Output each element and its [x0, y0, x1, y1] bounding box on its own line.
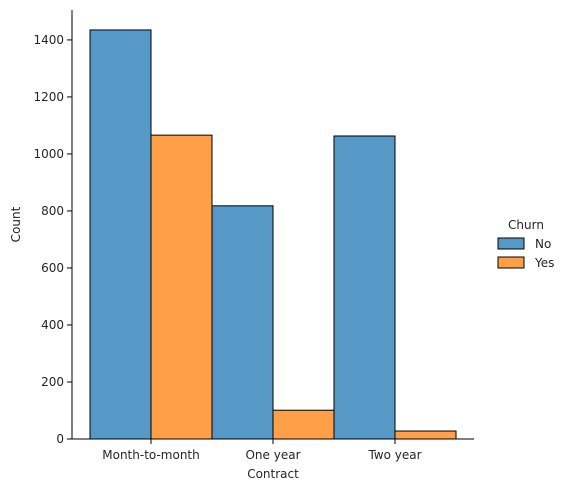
y-ticks: 0 200 400 600 800 1000 1200 1400: [33, 33, 72, 446]
x-tick-label: Two year: [367, 448, 421, 462]
legend-swatch-no: [497, 237, 525, 250]
bar-yes-month-to-month: [150, 134, 213, 440]
y-tick-label: 1200: [33, 90, 64, 104]
legend-label-yes: Yes: [534, 256, 554, 270]
x-tick-label: One year: [245, 448, 300, 462]
x-axis-title: Contract: [247, 467, 299, 481]
y-tick-label: 200: [41, 375, 64, 389]
x-ticks: Month-to-month One year Two year: [102, 439, 422, 462]
bars-group: [89, 29, 457, 440]
bar-no-month-to-month: [89, 29, 152, 440]
y-tick-label: 1400: [33, 33, 64, 47]
bar-yes-one-year: [272, 409, 335, 440]
legend-swatch-yes: [497, 256, 525, 269]
bar-no-one-year: [211, 205, 274, 440]
y-tick-label: 600: [41, 261, 64, 275]
y-axis-title: Count: [9, 206, 23, 242]
legend: Churn No Yes: [497, 218, 554, 270]
plot-area: 0 200 400 600 800 1000 1200 1400 Month-to-month…: [33, 10, 474, 462]
x-tick-label: Month-to-month: [102, 448, 200, 462]
bar-yes-two-year: [394, 430, 457, 440]
y-tick-label: 800: [41, 204, 64, 218]
y-tick-label: 0: [56, 432, 64, 446]
y-tick-label: 400: [41, 318, 64, 332]
legend-label-no: No: [535, 237, 551, 251]
legend-title: Churn: [508, 218, 544, 232]
bar-no-two-year: [333, 135, 396, 440]
y-tick-label: 1000: [33, 147, 64, 161]
